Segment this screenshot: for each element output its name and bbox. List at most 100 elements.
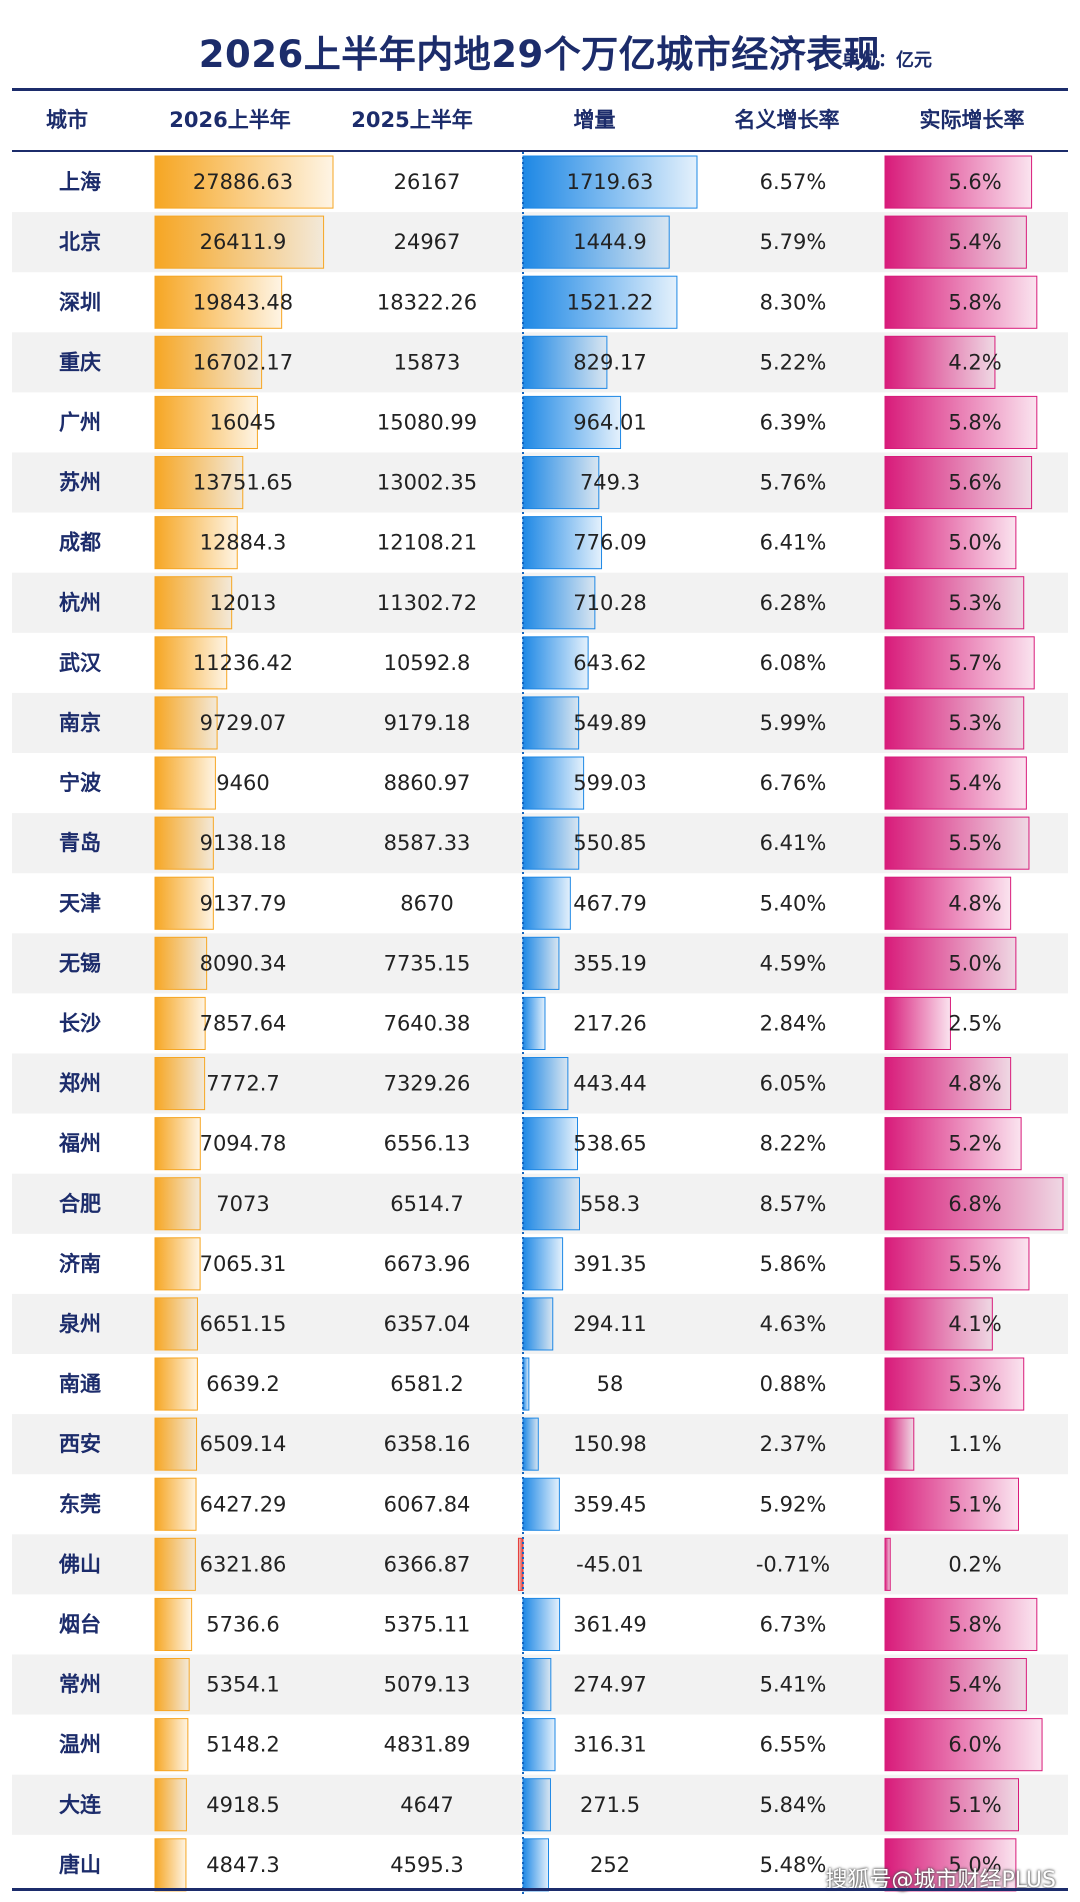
table-row: 深圳 19843.48 18322.26 1521.22 8.30% 5.8% [59,275,1038,329]
increment-bar [522,1237,564,1291]
increment-value: 359.45 [573,1492,646,1516]
real-growth-value: 5.4% [948,230,1001,254]
real-growth-value: 5.3% [948,591,1001,615]
real-growth-value: 5.4% [948,1673,1001,1697]
nominal-growth-value: 5.22% [760,350,827,374]
gdp-2025-value: 8587.33 [384,831,471,855]
table-row: 济南 7065.31 6673.96 391.35 5.86% 5.5% [59,1237,1030,1291]
gdp-2025-value: 15080.99 [377,410,477,434]
table-row: 成都 12884.3 12108.21 776.09 6.41% 5.0% [59,516,1017,570]
page-title: 2026上半年内地29个万亿城市经济表现 [198,33,882,76]
real-growth-value: 5.8% [948,410,1001,434]
gdp-bar [154,275,283,329]
gdp-2026-value: 4918.5 [206,1793,279,1817]
city-label: 佛山 [58,1552,101,1576]
increment-value: 271.5 [580,1793,640,1817]
real-growth-bar [884,1297,993,1351]
real-growth-bar [884,1838,1017,1892]
table-row: 佛山 6321.86 6366.87 -45.01 -0.71% 0.2% [12,1534,1068,1595]
table-row: 宁波 9460 8860.97 599.03 6.76% 5.4% [59,756,1027,810]
increment-value: 274.97 [573,1673,646,1697]
increment-value: 776.09 [573,531,646,555]
header-real-growth: 实际增长率 [919,108,1025,132]
real-growth-value: 5.5% [948,831,1001,855]
gdp-2026-value: 6321.86 [200,1552,287,1576]
gdp-2025-value: 11302.72 [377,591,477,615]
gdp-2026-value: 6427.29 [200,1492,287,1516]
increment-bar [522,275,678,329]
gdp-2026-value: 5148.2 [206,1733,279,1757]
real-growth-bar [884,1718,1043,1772]
real-growth-bar [884,275,1038,329]
table-row: 东莞 6427.29 6067.84 359.45 5.92% 5.1% [59,1477,1019,1531]
nominal-growth-value: 0.88% [760,1372,827,1396]
gdp-bar [154,215,325,269]
header-city: 城市 [46,108,88,132]
increment-value: 58 [597,1372,624,1396]
gdp-2026-value: 12013 [210,591,277,615]
nominal-growth-value: 8.57% [760,1192,827,1216]
real-growth-bar [884,1778,1019,1832]
increment-value: 391.35 [573,1252,646,1276]
gdp-2025-value: 4831.89 [384,1733,471,1757]
gdp-2026-value: 12884.3 [200,531,287,555]
gdp-2025-value: 8670 [400,891,453,915]
city-label: 深圳 [59,290,101,314]
table-row: 长沙 7857.64 7640.38 217.26 2.84% 2.5% [59,996,1002,1051]
table-row: 北京 26411.9 24967 1444.9 5.79% 5.4% [12,212,1068,273]
table-row: 唐山 4847.3 4595.3 252 5.48% 5.0% [59,1838,1017,1892]
increment-bar [522,996,546,1051]
gdp-bar [154,1658,190,1712]
increment-bar [522,335,608,389]
city-label: 济南 [59,1252,101,1276]
real-growth-value: 5.6% [948,471,1001,495]
gdp-2025-value: 5375.11 [384,1612,471,1636]
increment-bar [522,1597,561,1652]
nominal-growth-value: 5.40% [760,891,827,915]
city-label: 西安 [59,1432,101,1456]
real-growth-value: 5.1% [948,1793,1001,1817]
city-label: 唐山 [59,1853,101,1877]
nominal-growth-value: 5.76% [760,471,827,495]
real-growth-value: 5.5% [948,1252,1001,1276]
city-label: 福州 [58,1132,101,1156]
gdp-2025-value: 5079.13 [384,1673,471,1697]
increment-value: 558.3 [580,1192,640,1216]
real-growth-value: 1.1% [948,1432,1001,1456]
table-row: 南京 9729.07 9179.18 549.89 5.99% 5.3% [12,692,1068,753]
real-growth-value: 5.0% [948,1853,1001,1877]
gdp-2025-value: 18322.26 [377,290,477,314]
city-label: 广州 [59,410,101,434]
table-row: 西安 6509.14 6358.16 150.98 2.37% 1.1% [12,1414,1068,1475]
gdp-2025-value: 26167 [394,170,461,194]
increment-bar [522,636,589,690]
title-bar: 2026上半年内地29个万亿城市经济表现 单位：亿元 [12,0,1068,91]
city-label: 大连 [59,1793,102,1817]
gdp-2026-value: 6509.14 [200,1432,287,1456]
real-growth-value: 5.3% [948,1372,1001,1396]
nominal-growth-value: 5.86% [760,1252,827,1276]
increment-value: 467.79 [573,891,646,915]
real-growth-bar [884,215,1027,269]
real-growth-bar [884,1417,915,1471]
real-growth-bar [884,1658,1027,1712]
increment-value: 1719.63 [567,170,654,194]
real-growth-bar [884,1597,1038,1652]
gdp-2025-value: 4595.3 [390,1853,463,1877]
increment-value: -45.01 [576,1552,644,1576]
nominal-growth-value: 6.41% [760,831,827,855]
increment-value: 710.28 [573,591,646,615]
gdp-2025-value: 10592.8 [384,651,471,675]
real-growth-value: 4.2% [948,350,1001,374]
gdp-2025-value: 6067.84 [384,1492,471,1516]
real-growth-value: 5.4% [948,771,1001,795]
gdp-bar [154,456,244,510]
gdp-bar [154,1237,201,1291]
gdp-bar [154,1117,201,1171]
table-header: 城市 2026上半年 2025上半年 增量 名义增长率 实际增长率 [12,90,1068,152]
nominal-growth-value: 6.76% [760,771,827,795]
increment-bar [522,456,600,510]
real-growth-value: 5.1% [948,1492,1001,1516]
gdp-2026-value: 16045 [210,410,277,434]
nominal-growth-value: 6.08% [760,651,827,675]
